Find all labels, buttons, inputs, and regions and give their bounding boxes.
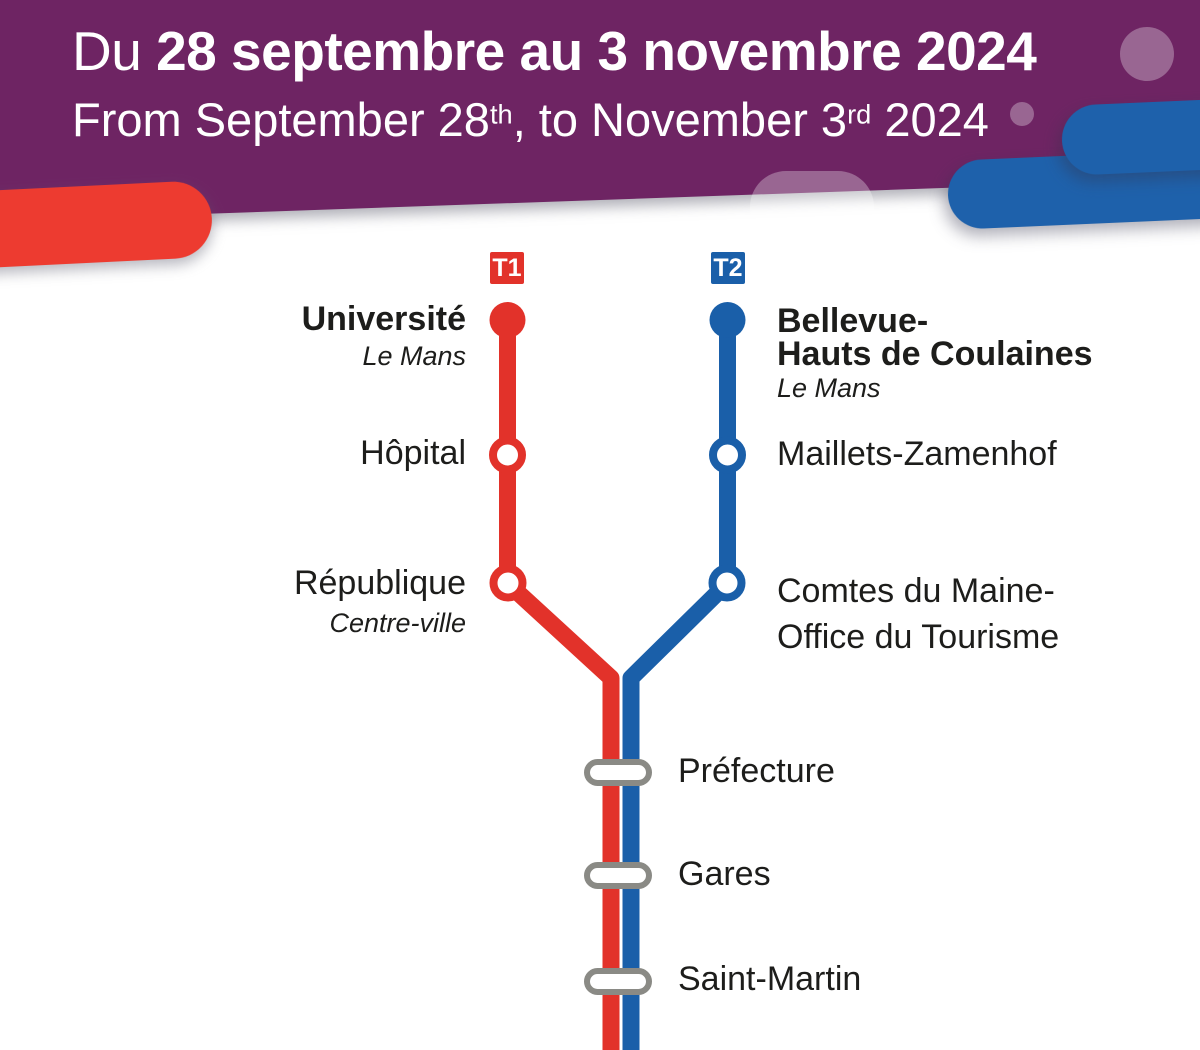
station-label-hopital: Hôpital [360,434,466,472]
station-marker-prefecture [584,759,652,786]
station-sublabel-bellevue: Le Mans [777,373,881,403]
station-marker-maillets-zamenhof [709,436,746,474]
station-label-republique: République [293,564,466,602]
station-label-comtes-du-maine: Comtes du Maine- Office du Tourisme [777,568,1059,660]
station-marker-gares [584,862,652,889]
t1-line-path [499,320,620,1050]
decorative-red-pill [0,181,212,269]
t1-line-badge: T1 [490,252,524,284]
subtitle-part2: , to November 3 [512,93,848,146]
station-label-comtes-line1: Comtes du Maine- [777,572,1055,610]
decorative-blue-pill-upper [1061,93,1200,175]
station-marker-universite-terminus [489,302,526,338]
station-label-saint-martin: Saint-Martin [678,960,862,998]
t2-line-path [622,320,736,1050]
title-dates: 28 septembre au 3 novembre 2024 [156,20,1037,82]
subtitle-part1: From September 28 [72,93,490,146]
station-sublabel-republique: Centre-ville [329,608,466,638]
station-marker-saint-martin [584,968,652,995]
station-label-bellevue: Bellevue- Hauts de Coulaines [777,302,1093,373]
station-label-maillets-zamenhof: Maillets-Zamenhof [777,435,1057,473]
decorative-white-pill [750,171,874,245]
header-title-fr: Du 28 septembre au 3 novembre 2024 [72,24,1037,79]
header-subtitle-en: From September 28th, to November 3rd 202… [72,96,989,143]
station-marker-republique [489,564,527,602]
station-marker-hopital [489,436,526,474]
station-label-bellevue-line1: Bellevue- [777,302,929,340]
subtitle-part3: 2024 [871,93,989,146]
station-label-universite: Université [301,300,466,338]
station-marker-comtes-du-maine [708,564,746,602]
subtitle-sup-th: th [489,98,513,130]
t2-line-badge: T2 [711,252,745,284]
station-marker-bellevue-terminus [709,302,746,338]
decorative-circle-small [1010,102,1034,126]
station-label-bellevue-line2: Hauts de Coulaines [777,335,1093,373]
station-sublabel-universite: Le Mans [362,341,466,371]
title-prefix: Du [72,20,157,82]
subtitle-sup-rd: rd [847,98,872,130]
decorative-blue-pill-lower [947,148,1200,229]
decorative-circle-large [1120,27,1174,81]
station-label-comtes-line2: Office du Tourisme [777,618,1060,656]
station-label-prefecture: Préfecture [678,752,835,790]
station-label-gares: Gares [678,855,771,893]
